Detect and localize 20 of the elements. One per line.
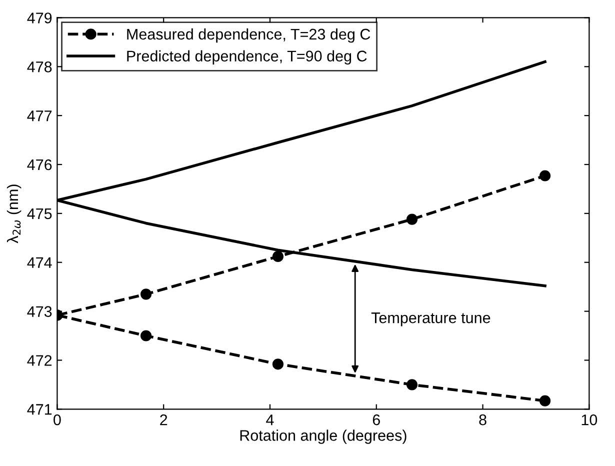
y-tick-label: 476 (27, 159, 52, 170)
x-tick-label: 8 (479, 414, 486, 426)
y-tick-label: 475 (27, 208, 52, 220)
x-axis-title: Rotation angle (degrees) (240, 430, 406, 444)
x-tick-label: 10 (582, 414, 598, 426)
y-tick-label: 471 (27, 404, 52, 415)
y-tick-label: 478 (27, 62, 52, 72)
y-tick-label: 473 (27, 306, 52, 317)
x-tick-label: 2 (160, 414, 168, 426)
x-tick-label: 4 (266, 414, 274, 426)
y-axis-title: λ$_{2ω}$ (nm) (6, 184, 22, 244)
annotation: Temperature tune (371, 312, 490, 326)
legend-label: Measured dependence, T=23 deg C (127, 28, 370, 43)
y-tick-label: 479 (27, 12, 52, 24)
y-tick-label: 477 (27, 110, 52, 122)
x-tick-label: 0 (54, 414, 61, 426)
y-tick-label: 474 (27, 257, 52, 268)
x-tick-label: 6 (372, 414, 380, 426)
legend-label: Predicted dependence, T=90 deg C (127, 50, 367, 65)
y-tick-label: 472 (27, 355, 52, 366)
